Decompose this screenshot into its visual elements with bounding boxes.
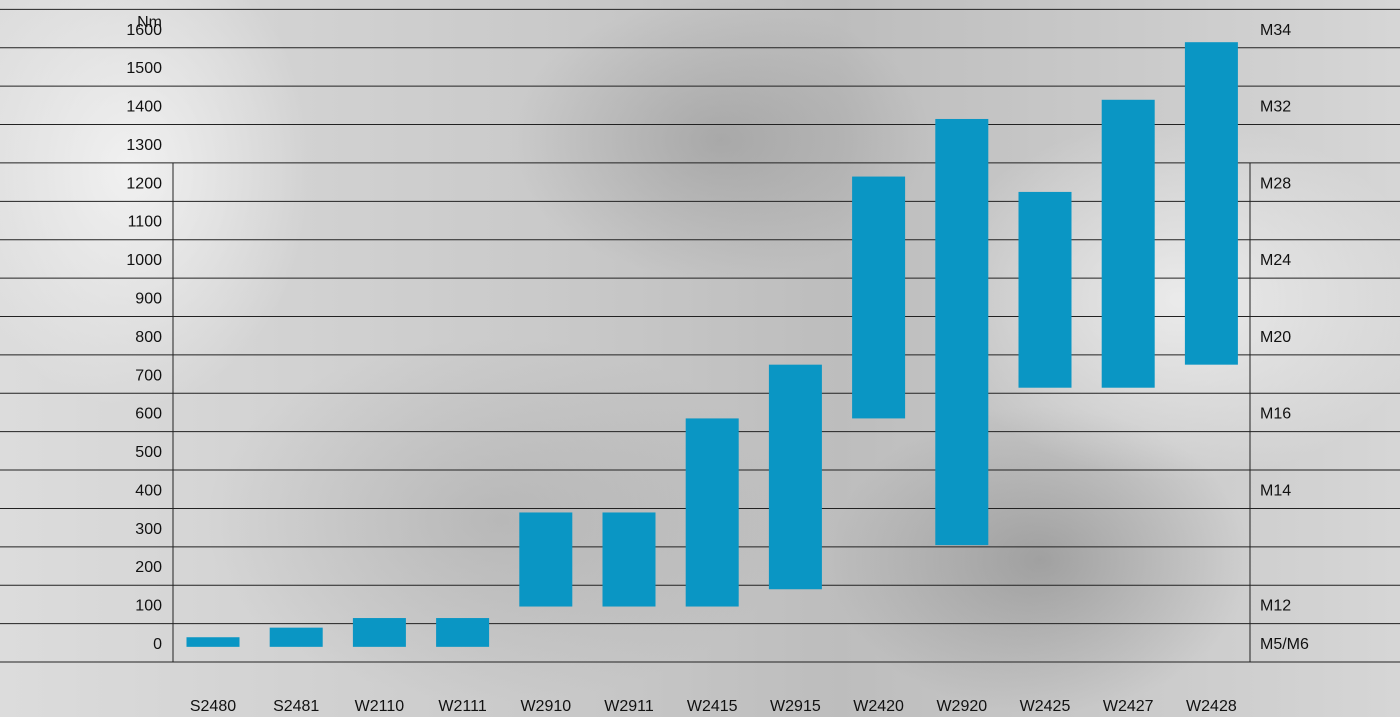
- y-tick-label: 0: [153, 636, 162, 653]
- thread-size-label: M16: [1260, 406, 1291, 423]
- bar-w2920: [935, 118, 989, 546]
- x-category-label: W2415: [687, 698, 738, 715]
- thread-size-label: M20: [1260, 329, 1291, 346]
- x-category-label: W2920: [936, 698, 987, 715]
- x-category-label: W2425: [1020, 698, 1071, 715]
- y-tick-label: 1000: [126, 252, 162, 269]
- thread-size-label: M12: [1260, 598, 1291, 615]
- x-category-labels: S2480 S2481 W2110 W2111 W2910 W2911 W2415 W2915…: [190, 698, 1237, 715]
- thread-size-label: M32: [1260, 99, 1291, 116]
- y-tick-label: 1100: [128, 214, 163, 231]
- thread-size-label: M34: [1260, 22, 1291, 39]
- y-tick-labels: 0 100 200 300 400 500 600 700 800 900 1000 1100 1200…: [126, 22, 162, 653]
- bar-s2481: [269, 627, 323, 647]
- y-tick-label: 700: [135, 367, 162, 384]
- y-tick-label: 600: [135, 406, 162, 423]
- thread-size-label: M5/M6: [1260, 636, 1309, 653]
- bar-w2911: [602, 512, 656, 607]
- thread-size-label: M14: [1260, 482, 1291, 499]
- bar-w2111: [436, 618, 490, 647]
- y-tick-label: 500: [135, 444, 162, 461]
- x-category-label: S2481: [273, 698, 319, 715]
- x-category-label: W2428: [1186, 698, 1237, 715]
- y-tick-label: 400: [135, 482, 162, 499]
- x-category-label: W2427: [1103, 698, 1154, 715]
- y-axis-unit-label: Nm: [137, 14, 162, 31]
- x-category-label: W2111: [438, 698, 486, 715]
- bar-w2420: [852, 176, 906, 419]
- x-category-label: W2910: [520, 698, 571, 715]
- bar-w2427: [1101, 99, 1155, 388]
- bars: [186, 42, 1238, 647]
- bar-s2480: [186, 637, 240, 647]
- bar-w2425: [1018, 191, 1072, 388]
- axis-lines: [172, 162, 1251, 662]
- thread-size-label: M24: [1260, 252, 1291, 269]
- bar-w2415: [685, 418, 739, 607]
- y-tick-label: 100: [135, 598, 162, 615]
- y-tick-label: 200: [135, 559, 162, 576]
- x-category-label: S2480: [190, 698, 236, 715]
- y-tick-label: 1200: [126, 175, 162, 192]
- y-tick-label: 1300: [126, 137, 162, 154]
- bar-w2428: [1184, 42, 1238, 365]
- bar-w2910: [519, 512, 573, 607]
- bar-w2915: [768, 364, 822, 590]
- y-tick-label: 900: [135, 290, 162, 307]
- x-category-label: W2911: [604, 698, 654, 715]
- bar-w2110: [352, 618, 406, 647]
- y-tick-label: 1500: [126, 60, 162, 77]
- x-category-label: W2915: [770, 698, 821, 715]
- y-tick-label: 800: [135, 329, 162, 346]
- x-category-label: W2420: [853, 698, 904, 715]
- y-tick-label: 1600: [126, 22, 162, 39]
- thread-size-label: M28: [1260, 175, 1291, 192]
- y-tick-label: 1400: [126, 99, 162, 116]
- x-category-label: W2110: [355, 698, 405, 715]
- thread-size-labels: M34 M32 M28 M24 M20 M16 M14 M12 M5/M6: [1260, 22, 1309, 653]
- y-tick-label: 300: [135, 521, 162, 538]
